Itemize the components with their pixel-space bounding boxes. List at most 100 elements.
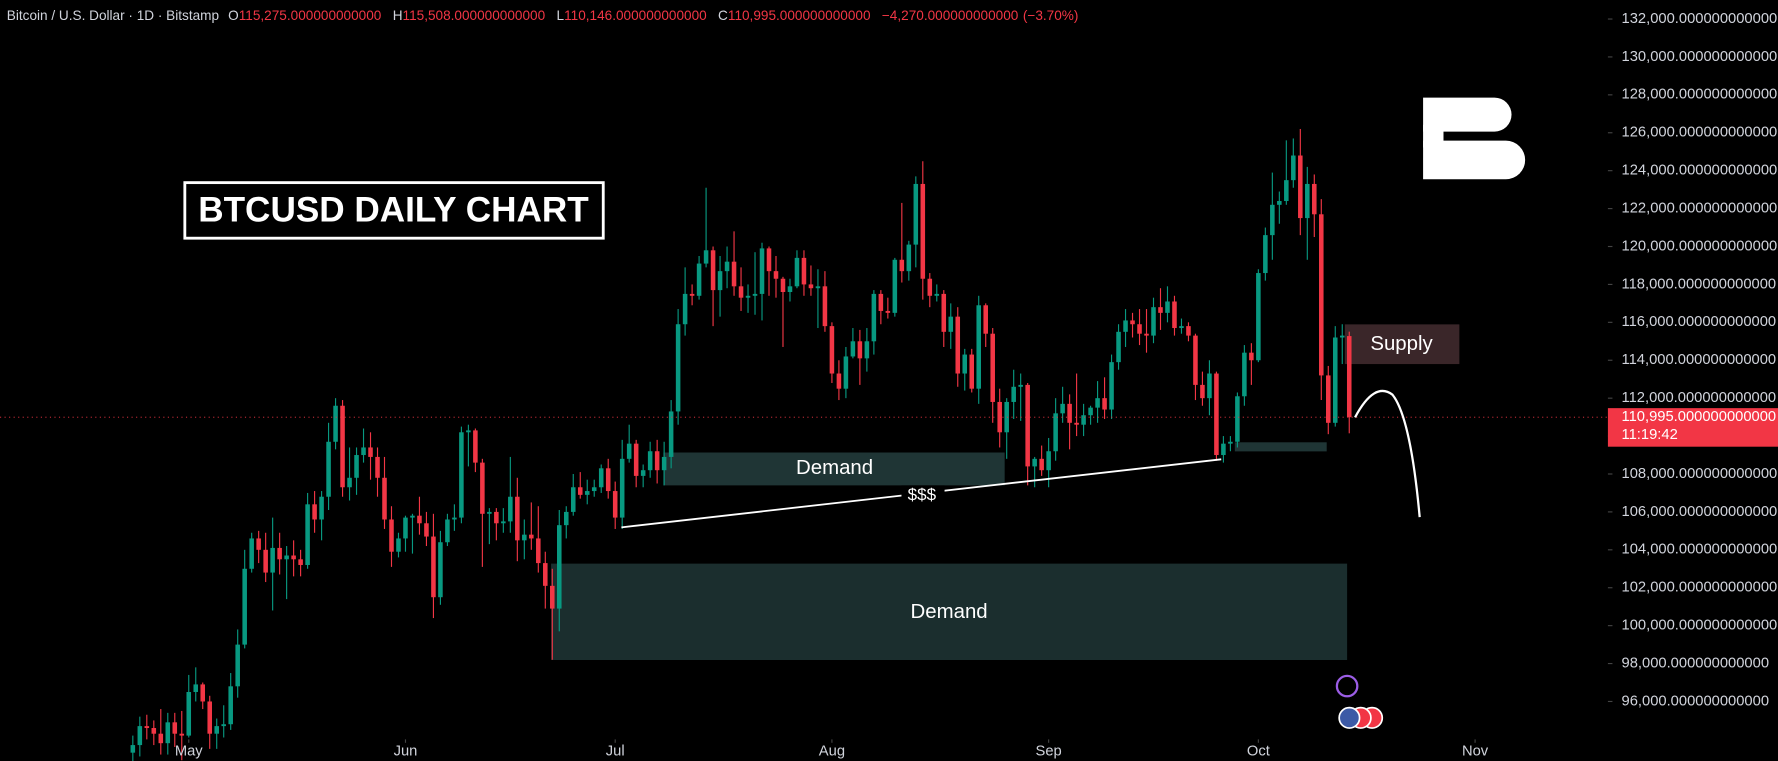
candle-body [1179, 326, 1184, 329]
price-tag [1607, 408, 1778, 447]
candle-body [1018, 384, 1023, 387]
ohlc-key: O [228, 8, 239, 23]
candle-body [661, 456, 667, 471]
candle-body [319, 496, 324, 520]
x-tick-label: May [175, 744, 203, 760]
candle-body [864, 341, 870, 359]
overlays: $$$ Demand Demand Supply BTCUSD DAILY CH… [183, 97, 1526, 729]
candle-body [801, 257, 807, 285]
candle-body [1326, 375, 1331, 423]
candle-body [487, 511, 492, 514]
candle-body [570, 487, 576, 512]
candle-body [235, 644, 240, 687]
candle-body [1305, 183, 1310, 219]
candle-body [745, 295, 751, 298]
logo-top [1423, 97, 1512, 132]
symbol: Bitcoin / U.S. Dollar · 1D · Bitstamp [7, 8, 219, 23]
candle-body [1130, 320, 1135, 325]
liquidity-label: $$$ [908, 485, 937, 504]
candle-body [696, 263, 702, 296]
candle-body [291, 555, 296, 560]
ohlc-value: 115,508.000000000000 [403, 8, 546, 23]
candle-body [843, 356, 849, 389]
candle-body [200, 684, 206, 702]
price-tag-label: 110,995.000000000000 [1622, 409, 1777, 425]
plot [0, 128, 1608, 761]
candle-body [906, 244, 912, 272]
candle-body [962, 354, 968, 374]
candle-body [130, 745, 136, 753]
candle-body [780, 278, 786, 293]
candle-body [913, 183, 919, 245]
candle-body [1284, 180, 1289, 202]
small-zone [1234, 442, 1327, 452]
y-tick-label: 112,000.000000000000 [1622, 390, 1777, 406]
candle-body [424, 523, 429, 537]
candle-body [878, 293, 884, 311]
projection-arrow [1354, 389, 1421, 518]
y-tick-label: 104,000.000000000000 [1622, 542, 1778, 558]
y-tick-label: 102,000.000000000000 [1622, 580, 1778, 596]
candle-body [612, 491, 618, 518]
candle-body [717, 271, 723, 291]
candle-body [466, 430, 471, 433]
candle-body [186, 691, 192, 736]
y-tick-label: 114,000.000000000000 [1622, 352, 1777, 368]
ohlc-key: H [393, 8, 403, 23]
candle-body [584, 491, 590, 495]
candle-body [752, 293, 758, 296]
y-tick-label: 108,000.000000000000 [1622, 466, 1778, 482]
label-bg [901, 485, 945, 506]
candle-body [445, 519, 450, 543]
candle-body [1242, 352, 1247, 397]
candle-body [1123, 320, 1128, 332]
candle-body [640, 470, 646, 476]
candle-body [633, 443, 639, 476]
zones [551, 324, 1460, 661]
candle-body [396, 538, 401, 552]
candle-body [228, 686, 233, 725]
y-tick-label: 100,000.000000000000 [1622, 618, 1778, 634]
logo-stem [1423, 124, 1444, 148]
candle-body [284, 555, 289, 560]
candle-body [1032, 458, 1037, 467]
change-pct: (−3.70%) [1023, 8, 1079, 23]
candle-body [1102, 398, 1107, 410]
chart-title: BTCUSD DAILY CHART [198, 190, 589, 229]
candle-body [543, 563, 548, 586]
y-tick-label: 106,000.000000000000 [1622, 504, 1778, 520]
candle-body [605, 468, 611, 492]
candle-body [1137, 324, 1142, 334]
y-tick-label: 132,000.000000000000 [1622, 11, 1778, 27]
demand-zone-lower [551, 563, 1348, 661]
demand-label: Demand [796, 457, 873, 479]
title-box [183, 181, 605, 240]
candle-body [1346, 336, 1352, 418]
y-tick-label: 126,000.000000000000 [1622, 125, 1778, 141]
ohlc-key: C [718, 8, 728, 23]
candle-body [1298, 155, 1303, 219]
candle-body [899, 259, 905, 272]
candle-body [591, 487, 597, 492]
ohlc-key: L [557, 8, 565, 23]
candle-body [158, 733, 164, 744]
candle-body [759, 248, 765, 294]
candle-body [368, 447, 373, 457]
y-tick-label: 116,000.000000000000 [1622, 314, 1777, 330]
y-tick-label: 122,000.000000000000 [1622, 200, 1778, 216]
candle-body [1249, 352, 1254, 361]
candle-body [1200, 384, 1205, 399]
x-tick-label: Jul [606, 744, 625, 760]
x-tick-label: Jun [394, 744, 418, 760]
y-tick-label: 128,000.000000000000 [1622, 87, 1778, 103]
candle-body [263, 549, 268, 573]
candle-body [1256, 273, 1261, 361]
candle-body [1228, 441, 1233, 444]
header: Bitcoin / U.S. Dollar · 1D · Bitstamp O 11… [7, 8, 1079, 23]
candle-body [871, 293, 877, 342]
candle-body [1039, 458, 1044, 471]
candle-body [1263, 235, 1268, 274]
